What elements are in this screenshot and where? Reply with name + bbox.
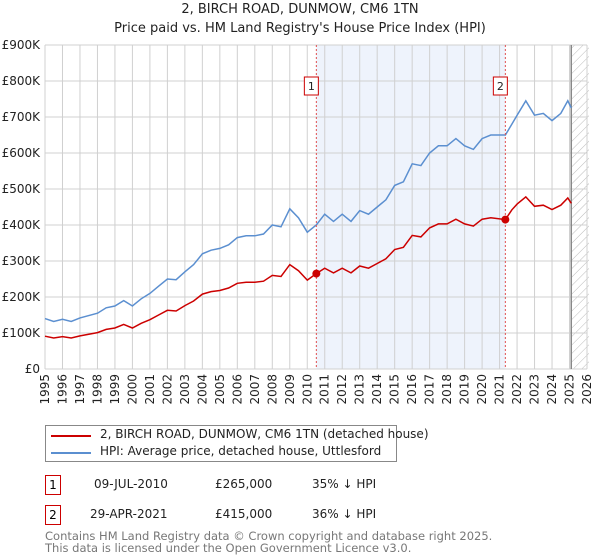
transaction-badge: 2 (45, 505, 61, 525)
x-tick-label: 2019 (458, 374, 472, 405)
x-tick-label: 2013 (353, 374, 367, 405)
y-tick-label: £900K (2, 38, 42, 52)
legend-label-hpi: HPI: Average price, detached house, Uttl… (100, 444, 382, 458)
sale-period-shade (316, 45, 506, 369)
x-tick-label: 2023 (528, 374, 542, 405)
legend-swatch-property (51, 435, 91, 437)
sale-badge-label: 1 (308, 80, 315, 93)
x-tick-label: 2012 (335, 374, 349, 405)
y-tick-label: £600K (2, 146, 42, 160)
y-tick-label: £0 (25, 362, 40, 376)
price-chart: 1995 1996 1997 1998 1999 2000 2001 2002 2003 2004… (2, 38, 594, 405)
x-tick-label: 2026 (580, 374, 594, 405)
x-tick-label: 1996 (55, 374, 69, 405)
y-tick-label: £100K (2, 326, 42, 340)
transaction-badge: 1 (45, 475, 61, 495)
transaction-date: 09-JUL-2010 (94, 477, 168, 491)
legend-label-property: 2, BIRCH ROAD, DUNMOW, CM6 1TN (detached… (100, 427, 429, 441)
transaction-hpi-diff: 36% ↓ HPI (312, 507, 377, 521)
x-tick-label: 2009 (283, 374, 297, 405)
y-tick-label: £500K (2, 182, 42, 196)
legend-swatch-hpi (51, 452, 91, 454)
forecast-hatch (571, 45, 589, 369)
x-tick-label: 2025 (563, 374, 577, 405)
x-tick-label: 1997 (73, 374, 87, 405)
x-tick-label: 2014 (370, 374, 384, 405)
chart-subtitle: Price paid vs. HM Land Registry's House … (114, 21, 486, 36)
footer-copyright: Contains HM Land Registry data © Crown c… (45, 529, 493, 543)
transaction-price: £415,000 (215, 507, 273, 521)
x-tick-label: 2015 (388, 374, 402, 405)
chart-title: 2, BIRCH ROAD, DUNMOW, CM6 1TN (181, 2, 419, 17)
x-tick-label: 2018 (440, 374, 454, 405)
x-tick-label: 2024 (545, 374, 559, 405)
x-tick-label: 2010 (300, 374, 314, 405)
transaction-date: 29-APR-2021 (90, 507, 168, 521)
sale-badge-label: 2 (497, 80, 504, 93)
x-tick-label: 2022 (510, 374, 524, 405)
x-tick-label: 2020 (475, 374, 489, 405)
sale-point (501, 215, 510, 224)
transaction-hpi-diff: 35% ↓ HPI (312, 477, 377, 491)
sale-badge (492, 76, 508, 96)
x-tick-label: 2002 (160, 374, 174, 405)
x-tick-label: 2021 (493, 374, 507, 405)
x-tick-label: 2003 (178, 374, 192, 405)
footer-licence: This data is licensed under the Open Gov… (45, 541, 412, 555)
legend: 2, BIRCH ROAD, DUNMOW, CM6 1TN (detached… (45, 425, 429, 462)
x-tick-label: 1995 (38, 374, 52, 405)
sale-badge (303, 76, 319, 96)
transaction-price: £265,000 (215, 477, 273, 491)
x-tick-label: 2008 (265, 374, 279, 405)
x-tick-label: 2004 (195, 374, 209, 405)
x-tick-label: 2005 (213, 374, 227, 405)
x-tick-label: 2007 (248, 374, 262, 405)
x-tick-label: 1999 (108, 374, 122, 405)
x-tick-label: 2016 (405, 374, 419, 405)
sale-point (312, 269, 321, 278)
x-tick-label: 2011 (318, 374, 332, 405)
y-tick-label: £200K (2, 290, 42, 304)
y-tick-label: £800K (2, 74, 42, 88)
x-tick-label: 2001 (143, 374, 157, 405)
y-tick-label: £700K (2, 110, 42, 124)
y-tick-label: £300K (2, 254, 42, 268)
y-tick-label: £400K (2, 218, 42, 232)
x-tick-label: 2006 (230, 374, 244, 405)
x-tick-label: 1998 (90, 374, 104, 405)
x-tick-label: 2000 (125, 374, 139, 405)
x-tick-label: 2017 (423, 374, 437, 405)
